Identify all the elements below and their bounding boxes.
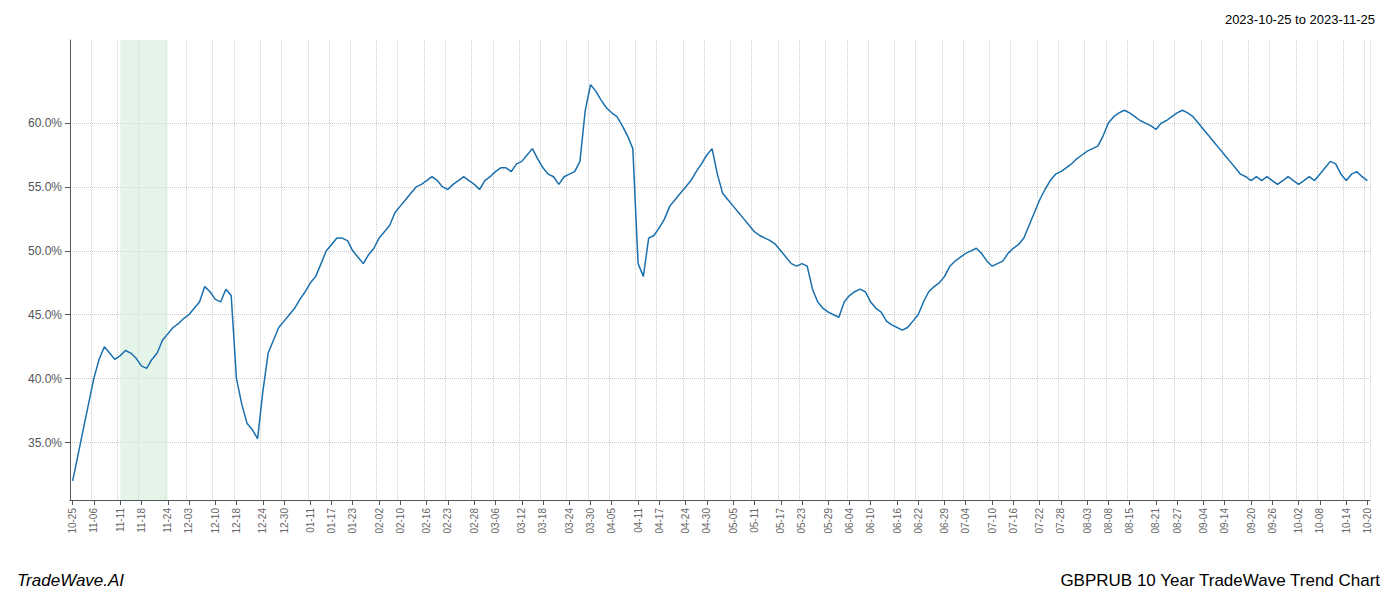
svg-text:GBPRUB 10 Year TradeWave Trend: GBPRUB 10 Year TradeWave Trend Chart <box>1060 571 1380 590</box>
svg-text:11-06: 11-06 <box>88 508 99 533</box>
svg-text:08-21: 08-21 <box>1150 508 1161 534</box>
svg-text:04-05: 04-05 <box>606 508 617 534</box>
svg-text:07-10: 07-10 <box>987 508 998 534</box>
svg-text:07-04: 07-04 <box>960 508 971 534</box>
svg-text:08-03: 08-03 <box>1082 508 1093 534</box>
svg-text:06-04: 06-04 <box>844 508 855 534</box>
svg-text:09-04: 09-04 <box>1198 508 1209 534</box>
svg-text:TradeWave.AI: TradeWave.AI <box>17 571 124 590</box>
svg-text:10-08: 10-08 <box>1314 508 1325 534</box>
svg-text:05-11: 05-11 <box>749 508 760 533</box>
svg-text:07-28: 07-28 <box>1055 508 1066 534</box>
svg-text:04-24: 04-24 <box>680 508 691 534</box>
svg-text:04-17: 04-17 <box>654 508 665 534</box>
svg-text:02-02: 02-02 <box>374 508 385 534</box>
svg-text:01-17: 01-17 <box>326 508 337 534</box>
svg-text:12-03: 12-03 <box>183 508 194 534</box>
svg-text:07-22: 07-22 <box>1034 508 1045 534</box>
svg-text:04-30: 04-30 <box>701 508 712 534</box>
svg-text:02-10: 02-10 <box>395 508 406 534</box>
svg-text:10-14: 10-14 <box>1341 508 1352 534</box>
svg-text:08-08: 08-08 <box>1103 508 1114 534</box>
svg-text:02-28: 02-28 <box>469 508 480 534</box>
svg-text:06-10: 06-10 <box>865 508 876 534</box>
svg-text:05-29: 05-29 <box>823 508 834 534</box>
svg-text:10-25: 10-25 <box>67 508 78 534</box>
svg-text:10-20: 10-20 <box>1362 508 1373 534</box>
svg-text:01-23: 01-23 <box>347 508 358 534</box>
svg-text:10-02: 10-02 <box>1293 508 1304 534</box>
svg-text:60.0%: 60.0% <box>28 116 62 130</box>
svg-text:06-22: 06-22 <box>913 508 924 534</box>
svg-text:03-06: 03-06 <box>490 508 501 534</box>
svg-text:09-20: 09-20 <box>1246 508 1257 534</box>
svg-text:02-16: 02-16 <box>421 508 432 534</box>
svg-text:08-27: 08-27 <box>1172 508 1183 534</box>
svg-text:55.0%: 55.0% <box>28 180 62 194</box>
svg-text:05-17: 05-17 <box>775 508 786 534</box>
svg-text:01-11: 01-11 <box>305 508 316 533</box>
svg-text:12-24: 12-24 <box>257 508 268 534</box>
svg-text:03-30: 03-30 <box>585 508 596 534</box>
svg-text:11-18: 11-18 <box>136 508 147 533</box>
svg-text:11-24: 11-24 <box>162 508 173 533</box>
svg-text:40.0%: 40.0% <box>28 372 62 386</box>
svg-text:03-24: 03-24 <box>564 508 575 534</box>
svg-text:04-11: 04-11 <box>633 508 644 533</box>
svg-text:07-16: 07-16 <box>1008 508 1019 534</box>
svg-text:02-23: 02-23 <box>442 508 453 534</box>
svg-text:05-23: 05-23 <box>796 508 807 534</box>
svg-text:05-05: 05-05 <box>728 508 739 534</box>
svg-text:50.0%: 50.0% <box>28 244 62 258</box>
svg-text:09-14: 09-14 <box>1219 508 1230 534</box>
svg-text:08-15: 08-15 <box>1124 508 1135 534</box>
svg-text:09-26: 09-26 <box>1267 508 1278 534</box>
svg-text:06-29: 06-29 <box>939 508 950 534</box>
svg-text:35.0%: 35.0% <box>28 436 62 450</box>
svg-text:45.0%: 45.0% <box>28 308 62 322</box>
svg-text:12-30: 12-30 <box>279 508 290 534</box>
svg-text:06-16: 06-16 <box>892 508 903 534</box>
svg-text:03-12: 03-12 <box>516 508 527 534</box>
svg-text:2023-10-25 to 2023-11-25: 2023-10-25 to 2023-11-25 <box>1225 12 1375 27</box>
svg-text:03-18: 03-18 <box>537 508 548 534</box>
svg-text:12-10: 12-10 <box>210 508 221 534</box>
svg-text:11-11: 11-11 <box>115 508 126 533</box>
svg-text:12-18: 12-18 <box>231 508 242 534</box>
